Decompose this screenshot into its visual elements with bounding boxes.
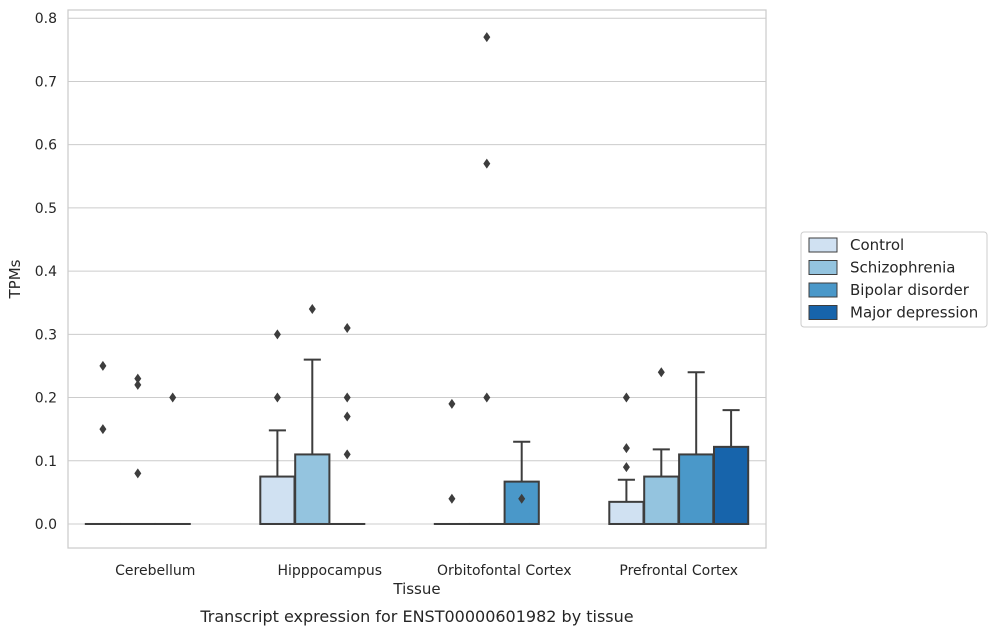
box-body <box>712 445 750 525</box>
box-1-1 <box>294 304 331 525</box>
y-tick-label: 0.0 <box>35 517 57 533</box>
outlier-point <box>134 379 142 390</box>
box-body <box>678 453 715 525</box>
box-0-2 <box>154 392 191 525</box>
outlier-point <box>308 304 316 315</box>
outlier-point <box>622 443 630 454</box>
x-tick-label: Prefrontal Cortex <box>619 563 738 579</box>
legend-frame <box>800 231 988 328</box>
outlier-point <box>343 449 351 460</box>
outlier-point <box>343 322 351 333</box>
legend-swatch <box>808 260 838 275</box>
y-tick-label: 0.5 <box>35 201 57 217</box>
legend-label: Control <box>850 236 904 254</box>
outlier-point <box>518 493 526 504</box>
x-tick-label: Orbitofontal Cortex <box>437 563 572 579</box>
y-axis-label: TPMs <box>6 259 24 299</box>
outlier-point <box>622 462 630 473</box>
outlier-point <box>343 392 351 403</box>
outlier-point <box>273 329 281 340</box>
box-3-2 <box>678 371 715 525</box>
x-tick-label: Hipppocampus <box>277 563 382 579</box>
box-body <box>259 475 296 525</box>
outlier-point <box>169 392 177 403</box>
outlier-point <box>483 158 491 169</box>
box-1-0 <box>259 329 296 525</box>
legend-swatch <box>808 305 838 320</box>
box-3-3 <box>712 409 750 525</box>
legend-label: Bipolar disorder <box>850 281 970 299</box>
outlier-point <box>448 493 456 504</box>
outlier-point <box>483 392 491 403</box>
box-3-1 <box>643 367 680 525</box>
y-tick-label: 0.1 <box>35 454 57 470</box>
box-body <box>608 500 645 525</box>
outlier-point <box>99 424 107 435</box>
x-axis-label: Tissue <box>392 580 440 598</box>
outlier-point <box>483 32 491 43</box>
outlier-point <box>343 411 351 422</box>
x-tick-label: Cerebellum <box>115 563 195 579</box>
legend-swatch <box>808 282 838 298</box>
y-tick-label: 0.2 <box>35 391 57 407</box>
box-body <box>643 475 680 525</box>
box-2-2 <box>503 440 540 525</box>
y-tick-label: 0.3 <box>35 327 57 343</box>
legend-swatch <box>808 237 838 253</box>
outlier-point <box>99 360 107 371</box>
y-tick-label: 0.7 <box>35 74 57 90</box>
chart-caption: Transcript expression for ENST0000060198… <box>199 607 633 626</box>
outlier-point <box>273 392 281 403</box>
legend-label: Schizophrenia <box>850 259 955 277</box>
plot-background <box>68 10 766 548</box>
legend: Control Schizophrenia Bipolar disorder Majo… <box>800 231 988 328</box>
y-tick-label: 0.6 <box>35 138 57 154</box>
y-tick-labels: 0.0 0.1 0.2 0.3 0.4 0.5 0.6 0.7 0.8 <box>35 11 57 533</box>
y-tick-label: 0.8 <box>35 11 57 27</box>
y-tick-label: 0.4 <box>35 264 57 280</box>
x-tick-labels: Cerebellum Hipppocampus Orbitofontal Corte… <box>115 563 738 579</box>
box-1-2 <box>329 322 366 525</box>
box-body <box>294 453 331 525</box>
outlier-point <box>622 392 630 403</box>
plot-frame <box>67 9 767 549</box>
outlier-point <box>134 468 142 479</box>
legend-label: Major depression <box>850 304 978 322</box>
outlier-point <box>657 367 665 378</box>
box-groups <box>84 32 750 525</box>
outlier-point <box>448 398 456 409</box>
outlier-point <box>134 373 142 384</box>
